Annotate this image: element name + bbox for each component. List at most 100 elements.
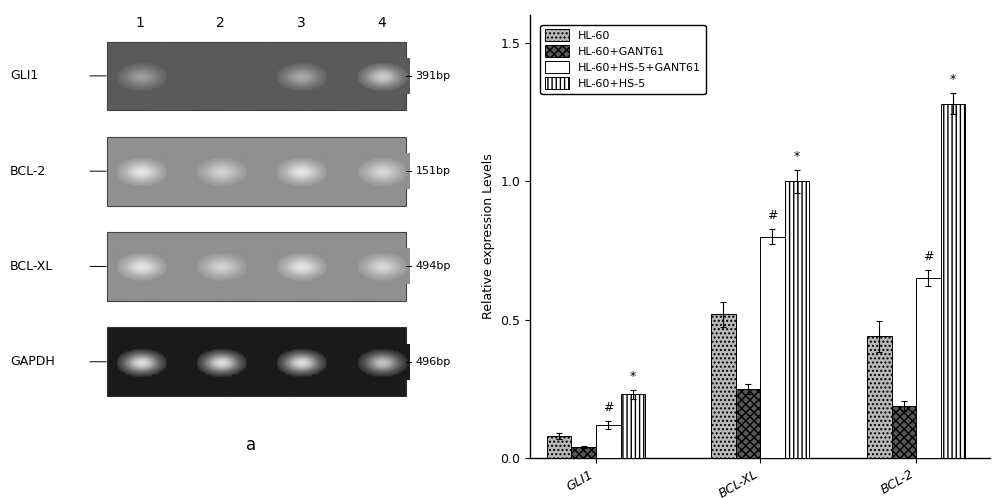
- Point: [395, 72, 411, 80]
- Point: [302, 90, 318, 98]
- Point: [334, 238, 350, 246]
- Point: [338, 282, 354, 290]
- Point: [306, 100, 322, 108]
- Point: [392, 75, 408, 83]
- Point: [275, 102, 291, 110]
- Point: [316, 177, 332, 185]
- Point: [345, 384, 361, 392]
- Point: [108, 172, 124, 180]
- Point: [344, 196, 360, 204]
- Point: [117, 326, 133, 334]
- Point: [340, 351, 356, 359]
- Point: [317, 199, 333, 207]
- Point: [367, 88, 383, 96]
- Point: [314, 345, 330, 353]
- Point: [113, 159, 129, 167]
- Text: *: *: [950, 73, 956, 86]
- Point: [288, 288, 304, 296]
- Point: [168, 151, 184, 159]
- Point: [232, 386, 248, 394]
- Point: [235, 136, 251, 144]
- Point: [244, 347, 260, 355]
- Point: [116, 353, 132, 361]
- Point: [308, 345, 324, 353]
- Point: [301, 272, 317, 280]
- Point: [173, 45, 189, 53]
- Point: [364, 96, 380, 104]
- Point: [372, 381, 388, 389]
- Point: [223, 99, 239, 107]
- Point: [361, 246, 377, 254]
- Point: [317, 383, 333, 391]
- Point: [224, 268, 240, 276]
- Point: [152, 43, 168, 51]
- Point: [191, 244, 207, 251]
- Point: [130, 359, 146, 367]
- Point: [352, 384, 368, 392]
- Point: [192, 271, 208, 279]
- Point: [159, 68, 175, 76]
- Point: [210, 257, 226, 265]
- Point: [242, 184, 258, 192]
- Point: [324, 184, 340, 192]
- Point: [154, 362, 170, 370]
- Point: [361, 388, 377, 396]
- Point: [318, 364, 334, 372]
- Point: [341, 70, 357, 78]
- Point: [183, 263, 199, 271]
- Point: [365, 144, 381, 152]
- Point: [366, 74, 382, 82]
- Point: [381, 231, 397, 239]
- Point: [105, 56, 121, 64]
- Point: [114, 101, 130, 109]
- Point: [338, 339, 354, 347]
- Point: [175, 179, 191, 187]
- Point: [314, 273, 330, 281]
- Point: [368, 197, 384, 205]
- Point: [122, 192, 138, 200]
- Point: [308, 45, 324, 53]
- Point: [101, 353, 117, 361]
- Text: 496bp: 496bp: [415, 357, 451, 367]
- Point: [144, 252, 160, 260]
- Point: [337, 194, 353, 202]
- Point: [126, 191, 142, 199]
- Point: [373, 345, 389, 353]
- Point: [276, 157, 292, 165]
- Point: [350, 139, 366, 147]
- Point: [320, 235, 336, 243]
- Point: [191, 242, 207, 250]
- Point: [292, 41, 308, 49]
- Point: [183, 357, 199, 365]
- Point: [365, 277, 381, 285]
- Point: [132, 268, 148, 276]
- Point: [378, 383, 394, 391]
- Point: [373, 192, 389, 200]
- Point: [105, 41, 121, 49]
- Point: [365, 65, 381, 73]
- Point: [251, 253, 267, 261]
- Point: [356, 70, 372, 78]
- Point: [290, 188, 306, 196]
- Point: [120, 158, 136, 166]
- Point: [392, 184, 408, 192]
- Point: [242, 156, 258, 164]
- Point: [352, 238, 368, 246]
- Point: [220, 248, 236, 256]
- Point: [342, 367, 358, 374]
- Point: [114, 187, 130, 195]
- Point: [314, 77, 330, 85]
- Point: [279, 177, 295, 185]
- Point: [179, 241, 195, 249]
- Point: [280, 389, 296, 397]
- Point: [284, 239, 300, 247]
- Point: [268, 363, 284, 371]
- Point: [308, 183, 324, 191]
- Point: [118, 138, 134, 146]
- Point: [155, 72, 171, 80]
- Point: [125, 256, 141, 264]
- Point: [287, 84, 303, 92]
- Point: [106, 189, 122, 197]
- Point: [116, 46, 132, 54]
- Point: [359, 241, 375, 249]
